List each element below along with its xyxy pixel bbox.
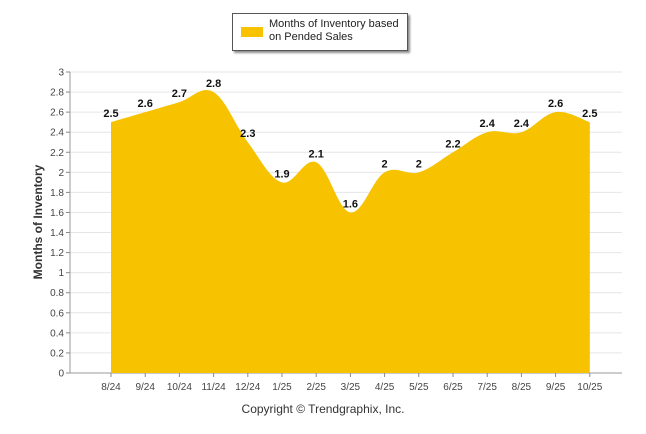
x-tick-label: 6/25 xyxy=(443,382,463,393)
data-label: 2.1 xyxy=(309,148,324,160)
x-tick-label: 8/25 xyxy=(512,382,532,393)
x-tick-label: 11/24 xyxy=(201,382,226,393)
x-tick-label: 4/25 xyxy=(375,382,395,393)
x-tick-label: 9/24 xyxy=(135,382,155,393)
x-tick-labels: 8/24 9/24 10/24 11/24 12/24 1/25 2/25 3/25 4/25 5… xyxy=(101,373,603,393)
y-tick-label: 0 xyxy=(58,369,64,380)
x-tick-label: 7/25 xyxy=(477,382,497,393)
y-tick-label: 2.8 xyxy=(50,88,64,99)
x-tick-label: 9/25 xyxy=(546,382,566,393)
data-label: 2.5 xyxy=(582,108,597,120)
y-tick-label: 2.6 xyxy=(50,108,64,119)
data-label: 2.4 xyxy=(480,118,496,130)
copyright-footer: Copyright © Trendgraphix, Inc. xyxy=(241,402,405,416)
y-tick-label: 1.4 xyxy=(50,228,64,239)
data-labels: 2.5 2.6 2.7 2.8 2.3 1.9 2.1 1.6 2 2 2.2 2.4 2.4 2.6 2.… xyxy=(103,78,597,210)
data-label: 2.2 xyxy=(445,138,460,150)
data-label: 2.7 xyxy=(172,88,187,100)
y-tick-label: 1.8 xyxy=(50,188,64,199)
x-tick-label: 3/25 xyxy=(341,382,361,393)
data-label: 2.5 xyxy=(103,108,118,120)
y-tick-labels: 0 0.2 0.4 0.6 0.8 1 1.2 1.4 1.6 1.8 2 2.2 2.4 2.6 2.8 3 xyxy=(50,68,64,380)
y-tick-label: 1.2 xyxy=(50,248,64,259)
y-tick-label: 0.6 xyxy=(50,308,64,319)
y-tick-label: 0.8 xyxy=(50,288,64,299)
legend-swatch xyxy=(241,27,263,37)
data-label: 1.6 xyxy=(343,198,358,210)
x-tick-label: 12/24 xyxy=(235,382,260,393)
area-series xyxy=(111,89,590,374)
x-tick-label: 5/25 xyxy=(409,382,429,393)
x-tick-label: 10/24 xyxy=(167,382,192,393)
y-tick-label: 2.4 xyxy=(50,128,64,139)
x-tick-label: 8/24 xyxy=(101,382,121,393)
y-tick-label: 1.6 xyxy=(50,208,64,219)
y-tick-label: 2.2 xyxy=(50,148,64,159)
data-label: 1.9 xyxy=(274,168,289,180)
data-label: 2 xyxy=(382,158,388,170)
data-label: 2.8 xyxy=(206,78,221,90)
legend-label: Months of Inventory based on Pended Sale… xyxy=(269,18,399,43)
data-label: 2.3 xyxy=(240,128,255,140)
x-tick-label: 1/25 xyxy=(272,382,292,393)
data-label: 2.4 xyxy=(514,118,530,130)
data-label: 2.6 xyxy=(548,98,563,110)
x-tick-label: 2/25 xyxy=(306,382,326,393)
y-tick-label: 1 xyxy=(58,268,64,279)
y-tick-label: 0.2 xyxy=(50,348,64,359)
y-tick-label: 2 xyxy=(58,168,64,179)
data-label: 2.6 xyxy=(138,98,153,110)
data-label: 2 xyxy=(416,158,422,170)
legend: Months of Inventory based on Pended Sale… xyxy=(232,13,408,51)
y-tick-label: 0.4 xyxy=(50,328,64,339)
x-tick-label: 10/25 xyxy=(577,382,602,393)
y-axis-title: Months of Inventory xyxy=(31,164,45,280)
y-tick-label: 3 xyxy=(58,68,64,79)
